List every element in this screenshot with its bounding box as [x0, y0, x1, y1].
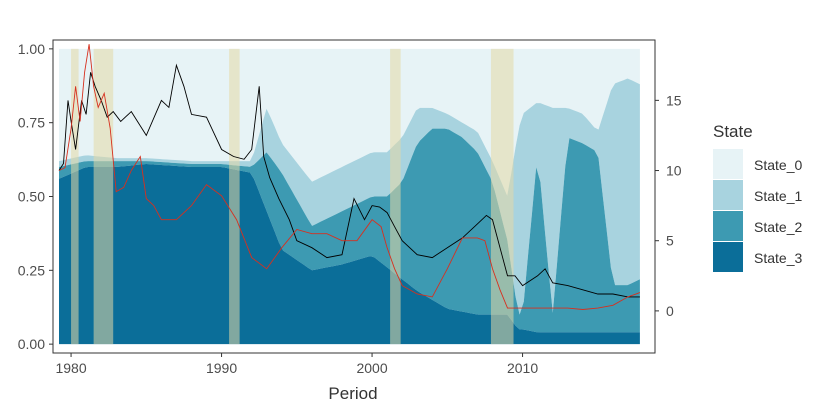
- y-right-tick-label: 15: [666, 92, 682, 108]
- legend-swatch: [713, 180, 743, 210]
- recession-shade: [390, 48, 401, 345]
- recession-shade: [93, 48, 114, 345]
- x-tick-label: 1980: [55, 360, 86, 376]
- legend-swatch: [713, 149, 743, 179]
- y-left-tick-label: 0.75: [18, 115, 45, 131]
- red-line-series: [58, 44, 641, 310]
- y-left-tick-label: 0.00: [18, 336, 45, 352]
- recession-shade: [229, 48, 240, 345]
- y-left-tick-label: 0.25: [18, 262, 45, 278]
- left-axis: 0.00 0.25 0.50 0.75 1.00: [18, 41, 53, 352]
- y-left-tick-label: 1.00: [18, 41, 45, 57]
- recession-shade: [490, 48, 514, 345]
- legend-swatch: [713, 211, 743, 241]
- y-right-tick-label: 0: [666, 303, 674, 319]
- legend-label: State_1: [754, 188, 802, 204]
- right-axis: 0 5 10 15: [655, 92, 682, 319]
- legend-label: State_3: [754, 250, 802, 266]
- x-tick-label: 2010: [507, 360, 538, 376]
- legend-title: State: [713, 122, 753, 141]
- plot-content: [58, 44, 641, 345]
- area-state-3: [59, 164, 640, 345]
- recession-shade: [71, 48, 79, 345]
- legend: State State_0 State_1 State_2 State_3: [713, 122, 802, 272]
- y-right-tick-label: 5: [666, 233, 674, 249]
- x-axis-title: Period: [328, 384, 377, 403]
- legend-label: State_2: [754, 219, 802, 235]
- y-right-tick-label: 10: [666, 163, 682, 179]
- black-line-series: [58, 63, 640, 298]
- x-tick-label: 2000: [356, 360, 387, 376]
- y-left-tick-label: 0.50: [18, 189, 45, 205]
- x-tick-label: 1990: [206, 360, 237, 376]
- legend-label: State_0: [754, 157, 802, 173]
- legend-swatch: [713, 242, 743, 272]
- area-state-1: [59, 78, 640, 315]
- bottom-axis: 1980 1990 2000 2010: [55, 353, 538, 376]
